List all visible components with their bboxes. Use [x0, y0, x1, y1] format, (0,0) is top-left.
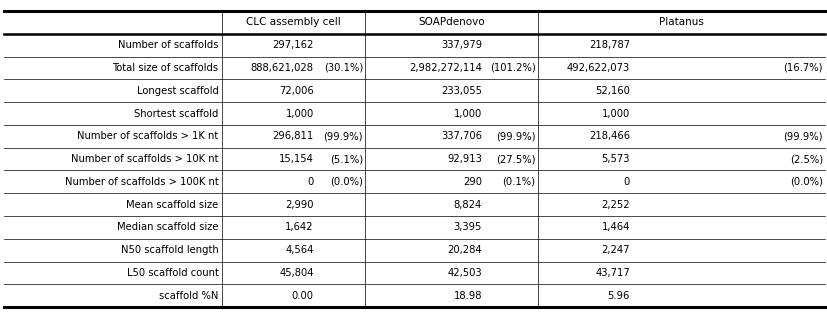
Text: 1,000: 1,000 [454, 109, 482, 118]
Text: 43,717: 43,717 [595, 268, 630, 278]
Text: 218,466: 218,466 [589, 131, 630, 141]
Text: 297,162: 297,162 [272, 40, 313, 50]
Text: 0.00: 0.00 [292, 291, 313, 301]
Text: Number of scaffolds > 10K nt: Number of scaffolds > 10K nt [71, 154, 218, 164]
Text: 2,982,272,114: 2,982,272,114 [409, 63, 482, 73]
Text: (2.5%): (2.5%) [790, 154, 823, 164]
Text: 337,979: 337,979 [441, 40, 482, 50]
Text: L50 scaffold count: L50 scaffold count [127, 268, 218, 278]
Text: (0.0%): (0.0%) [330, 177, 363, 187]
Text: Number of scaffolds > 100K nt: Number of scaffolds > 100K nt [65, 177, 218, 187]
Text: (99.9%): (99.9%) [496, 131, 535, 141]
Text: CLC assembly cell: CLC assembly cell [246, 17, 341, 27]
Text: 233,055: 233,055 [441, 86, 482, 96]
Text: 42,503: 42,503 [447, 268, 482, 278]
Text: 3,395: 3,395 [454, 222, 482, 232]
Text: 290: 290 [463, 177, 482, 187]
Text: Shortest scaffold: Shortest scaffold [134, 109, 218, 118]
Text: 1,464: 1,464 [601, 222, 630, 232]
Text: Mean scaffold size: Mean scaffold size [127, 200, 218, 209]
Text: (101.2%): (101.2%) [490, 63, 535, 73]
Text: (5.1%): (5.1%) [330, 154, 363, 164]
Text: (0.1%): (0.1%) [503, 177, 535, 187]
Text: SOAPdenovo: SOAPdenovo [418, 17, 485, 27]
Text: 8,824: 8,824 [454, 200, 482, 209]
Text: 218,787: 218,787 [589, 40, 630, 50]
Text: (99.9%): (99.9%) [323, 131, 363, 141]
Text: 296,811: 296,811 [272, 131, 313, 141]
Text: 1,642: 1,642 [285, 222, 313, 232]
Text: 2,247: 2,247 [601, 245, 630, 255]
Text: 888,621,028: 888,621,028 [251, 63, 313, 73]
Text: 52,160: 52,160 [595, 86, 630, 96]
Text: 2,252: 2,252 [601, 200, 630, 209]
Text: 4,564: 4,564 [285, 245, 313, 255]
Text: (99.9%): (99.9%) [783, 131, 823, 141]
Text: (30.1%): (30.1%) [323, 63, 363, 73]
Text: Number of scaffolds: Number of scaffolds [118, 40, 218, 50]
Text: Platanus: Platanus [659, 17, 704, 27]
Text: 5,573: 5,573 [601, 154, 630, 164]
Text: 92,913: 92,913 [447, 154, 482, 164]
Text: Longest scaffold: Longest scaffold [136, 86, 218, 96]
Text: 72,006: 72,006 [279, 86, 313, 96]
Text: Number of scaffolds > 1K nt: Number of scaffolds > 1K nt [77, 131, 218, 141]
Text: (0.0%): (0.0%) [790, 177, 823, 187]
Text: Median scaffold size: Median scaffold size [117, 222, 218, 232]
Text: 15,154: 15,154 [279, 154, 313, 164]
Text: 492,622,073: 492,622,073 [566, 63, 630, 73]
Text: 45,804: 45,804 [280, 268, 313, 278]
Text: 5.96: 5.96 [608, 291, 630, 301]
Text: N50 scaffold length: N50 scaffold length [121, 245, 218, 255]
Text: 1,000: 1,000 [285, 109, 313, 118]
Text: 18.98: 18.98 [453, 291, 482, 301]
Text: Total size of scaffolds: Total size of scaffolds [112, 63, 218, 73]
Text: 2,990: 2,990 [285, 200, 313, 209]
Text: 0: 0 [624, 177, 630, 187]
Text: 1,000: 1,000 [601, 109, 630, 118]
Text: (27.5%): (27.5%) [496, 154, 535, 164]
Text: 337,706: 337,706 [441, 131, 482, 141]
Text: scaffold %N: scaffold %N [159, 291, 218, 301]
Text: 0: 0 [308, 177, 313, 187]
Text: 20,284: 20,284 [447, 245, 482, 255]
Text: (16.7%): (16.7%) [783, 63, 823, 73]
